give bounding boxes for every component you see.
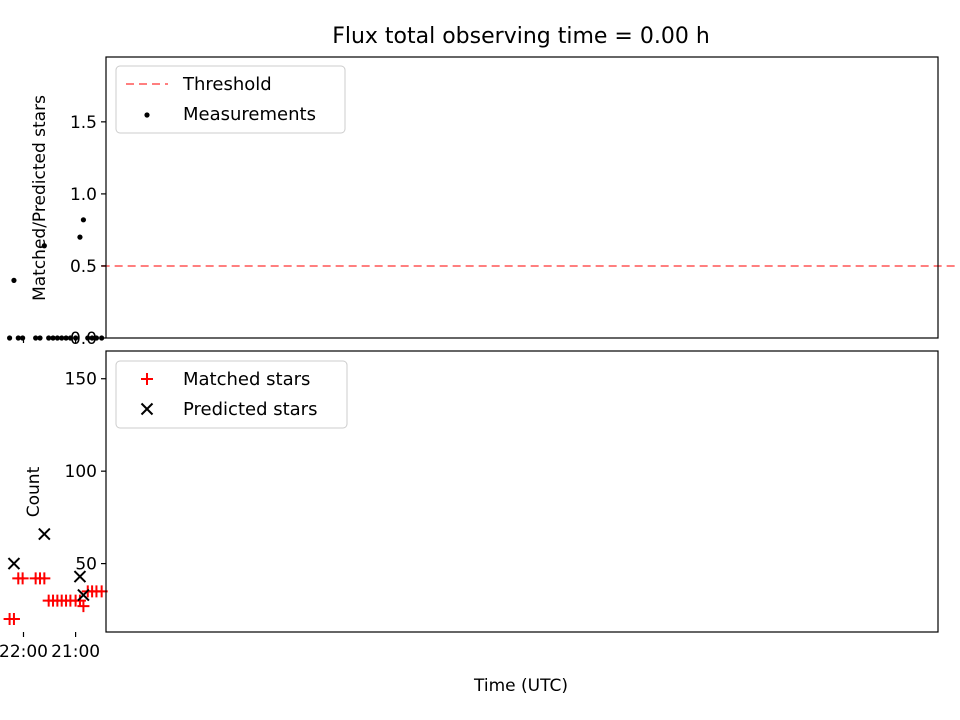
measurement-point bbox=[15, 335, 21, 341]
matched-legend-label: Matched stars bbox=[183, 369, 310, 390]
bottom-ytick-label: 150 bbox=[65, 370, 97, 390]
matched-star-point bbox=[42, 594, 55, 607]
measurement-point bbox=[46, 335, 52, 341]
matched-star-point bbox=[3, 613, 16, 626]
bottom-legend-box bbox=[115, 360, 348, 429]
bottom-xtick-label: 22:00 bbox=[0, 642, 48, 662]
bottom-ylabel: Count bbox=[24, 466, 44, 517]
top-ytick-label: 1.0 bbox=[70, 185, 97, 205]
measurement-point bbox=[77, 234, 83, 240]
top-plot-axes: 0.0 0.5 1.0 1.5 bbox=[22, 113, 106, 349]
measurement-point bbox=[11, 277, 17, 283]
measurement-point bbox=[37, 335, 43, 341]
measurement-point bbox=[41, 243, 47, 249]
top-ytick-label: 0.5 bbox=[70, 257, 97, 277]
top-plot-marks bbox=[6, 217, 958, 341]
bottom-plot: 21:0022:0023:0000:0001:0002:0003:0004:00… bbox=[0, 350, 939, 696]
bottom-plot-marks bbox=[3, 527, 108, 626]
top-ytick-label: 1.5 bbox=[70, 113, 97, 133]
top-plot-frame bbox=[105, 56, 939, 339]
measurement-point bbox=[59, 335, 65, 341]
matched-star-point bbox=[29, 572, 42, 585]
chart-title: Flux total observing time = 0.00 h bbox=[332, 24, 710, 49]
measurement-point bbox=[33, 335, 39, 341]
matched-legend-swatch bbox=[141, 373, 153, 385]
measurement-point bbox=[67, 335, 73, 341]
top-legend: Threshold Measurements bbox=[115, 65, 346, 134]
predicted-star-point bbox=[38, 527, 51, 541]
measurements-legend-swatch bbox=[144, 112, 150, 118]
predicted-star-point bbox=[77, 588, 90, 602]
bottom-ytick-label: 50 bbox=[75, 555, 97, 575]
bottom-xlabel: Time (UTC) bbox=[473, 676, 568, 696]
measurements-legend-label: Measurements bbox=[183, 104, 316, 125]
predicted-legend-label: Predicted stars bbox=[183, 399, 317, 420]
bottom-plot-axes: 21:0022:0023:0000:0001:0002:0003:0004:00… bbox=[0, 370, 106, 662]
predicted-star-point bbox=[73, 570, 87, 583]
measurement-point bbox=[63, 335, 69, 341]
top-plot: 0.0 0.5 1.0 1.5 Matched/Predicted stars Thr… bbox=[6, 56, 958, 349]
top-ylabel: Matched/Predicted stars bbox=[30, 95, 50, 301]
threshold-legend-label: Threshold bbox=[182, 74, 272, 95]
bottom-legend: Matched stars Predicted stars bbox=[115, 360, 348, 429]
bottom-plot-frame bbox=[105, 350, 939, 633]
measurement-point bbox=[54, 335, 60, 341]
measurement-point bbox=[89, 335, 95, 341]
top-ytick-label: 0.0 bbox=[70, 329, 97, 349]
measurement-point bbox=[80, 217, 87, 223]
predicted-star-point bbox=[7, 557, 21, 570]
measurement-point bbox=[85, 335, 91, 341]
matched-star-point bbox=[12, 572, 25, 585]
top-legend-box bbox=[115, 65, 346, 134]
measurement-point bbox=[93, 335, 100, 341]
predicted-legend-swatch bbox=[140, 402, 154, 416]
measurement-point bbox=[50, 335, 56, 341]
bottom-ytick-label: 100 bbox=[65, 462, 97, 482]
bottom-xtick-label: 21:00 bbox=[51, 642, 100, 662]
measurement-point bbox=[6, 335, 13, 341]
